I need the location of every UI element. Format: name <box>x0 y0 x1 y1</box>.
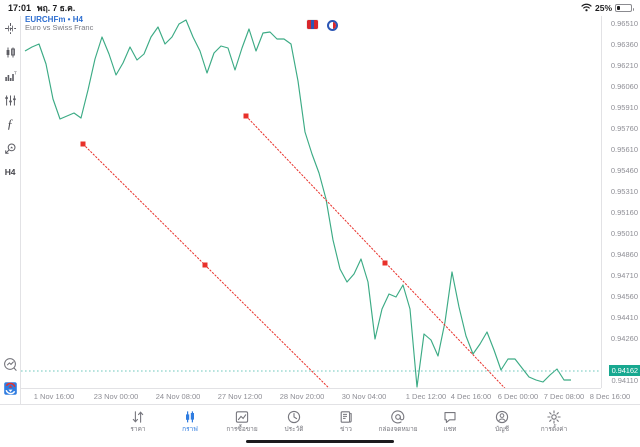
user-circle-icon <box>495 409 509 425</box>
tab-trade[interactable]: การซื้อขาย <box>216 409 268 434</box>
trade-chart-icon <box>235 409 249 425</box>
time-tick: 1 Nov 16:00 <box>33 392 75 401</box>
tab-settings[interactable]: การตั้งค่า <box>528 409 580 434</box>
price-axis[interactable]: 0.96510 0.96360 0.96210 0.96060 0.95910 … <box>601 16 640 388</box>
price-tick: 0.96060 <box>610 82 638 91</box>
arrows-updown-icon <box>131 409 145 425</box>
time-tick: 24 Nov 08:00 <box>155 392 201 401</box>
tab-quotes[interactable]: ราคา <box>112 409 164 434</box>
time-tick: 23 Nov 00:00 <box>93 392 139 401</box>
trendline-1-anchor-end[interactable] <box>202 262 208 268</box>
time-tick: 28 Nov 20:00 <box>279 392 325 401</box>
timeframe-button[interactable]: H4 <box>4 167 16 177</box>
time-tick: 30 Nov 04:00 <box>341 392 387 401</box>
clock-icon <box>287 409 301 425</box>
chart-canvas[interactable]: EURCHFm • H4 Euro vs Swiss Franc <box>21 16 601 388</box>
tab-trade-label: การซื้อขาย <box>226 426 258 433</box>
objects-icon[interactable] <box>0 136 21 160</box>
price-tick: 0.95310 <box>610 187 638 196</box>
tab-mailbox[interactable]: กล่องจดหมาย <box>372 409 424 434</box>
price-tick: 0.95610 <box>610 145 638 154</box>
time-tick: 27 Nov 12:00 <box>217 392 263 401</box>
tab-history-label: ประวัติ <box>284 426 304 433</box>
battery-icon <box>615 4 634 12</box>
tab-mailbox-label: กล่องจดหมาย <box>378 426 418 433</box>
price-tick: 0.96510 <box>610 19 638 28</box>
price-tick: 0.94710 <box>610 271 638 280</box>
time-tick: 7 Dec 08:00 <box>543 392 585 401</box>
sync-refresh-icon[interactable] <box>0 376 21 400</box>
tab-chat-label: แชท <box>443 426 457 433</box>
tab-charts[interactable]: กราฟ <box>164 409 216 434</box>
tab-chat[interactable]: แชท <box>424 409 476 434</box>
time-axis[interactable]: 1 Nov 16:00 23 Nov 00:00 24 Nov 08:00 27… <box>21 388 630 404</box>
status-right-cluster: 25% <box>581 3 634 14</box>
chart-badges <box>307 20 338 31</box>
session-circle-badge[interactable] <box>327 20 338 31</box>
price-tick: 0.95010 <box>610 229 638 238</box>
gear-icon <box>547 409 561 425</box>
price-tick: 0.94110 <box>611 376 638 385</box>
status-bar: 17:01 พฤ. 7 ธ.ค. 25% <box>0 0 640 16</box>
svg-text:T: T <box>14 70 17 75</box>
trendline-2[interactable] <box>245 115 517 388</box>
time-tick: 6 Dec 00:00 <box>497 392 539 401</box>
home-indicator[interactable] <box>246 439 394 443</box>
indicators-icon[interactable]: T <box>0 64 21 88</box>
tab-accounts[interactable]: บัญชี <box>476 409 528 434</box>
price-tick: 0.94260 <box>610 334 638 343</box>
trendline-2-anchor-end[interactable] <box>382 260 388 266</box>
candlestick-icon <box>183 409 197 425</box>
time-tick: 1 Dec 12:00 <box>405 392 447 401</box>
price-tick: 0.96360 <box>610 40 638 49</box>
trendline-2-anchor-start[interactable] <box>243 113 249 119</box>
tab-news-label: ข่าว <box>340 426 352 433</box>
price-tick: 0.94410 <box>610 313 638 322</box>
trendline-1[interactable] <box>82 143 351 388</box>
price-tick: 0.95910 <box>610 103 638 112</box>
tab-quotes-label: ราคา <box>130 426 146 433</box>
battery-percent-label: 25% <box>594 3 612 13</box>
tab-accounts-label: บัญชี <box>494 426 510 433</box>
price-line-series <box>24 19 571 388</box>
settings-sliders-icon[interactable] <box>0 88 21 112</box>
tab-history[interactable]: ประวัติ <box>268 409 320 434</box>
status-time: 17:01 <box>8 3 32 13</box>
status-date: พฤ. 7 ธ.ค. <box>37 3 76 13</box>
chat-bubble-icon <box>443 409 457 425</box>
candlestick-chart-icon[interactable] <box>0 40 21 64</box>
price-tick: 0.96210 <box>610 61 638 70</box>
trendline-1-anchor-start[interactable] <box>80 141 86 147</box>
price-tick: 0.95460 <box>610 166 638 175</box>
time-tick: 8 Dec 16:00 <box>589 392 631 401</box>
current-price-tag: 0.94162 <box>608 365 640 376</box>
left-toolbar: T ƒ H4 <box>0 16 21 404</box>
flag-badge[interactable] <box>307 20 318 29</box>
price-line-chart <box>21 19 601 388</box>
time-tick: 4 Dec 16:00 <box>450 392 492 401</box>
zoom-out-icon[interactable] <box>0 352 21 376</box>
wifi-icon <box>581 3 592 14</box>
tab-charts-label: กราฟ <box>182 426 198 433</box>
tab-news[interactable]: ข่าว <box>320 409 372 434</box>
function-icon[interactable]: ƒ <box>6 116 14 131</box>
price-tick: 0.95760 <box>610 124 638 133</box>
news-page-icon <box>339 409 353 425</box>
tab-settings-label: การตั้งค่า <box>540 426 568 433</box>
price-tick: 0.95160 <box>610 208 638 217</box>
price-tick: 0.94560 <box>610 292 638 301</box>
at-sign-icon <box>391 409 405 425</box>
crosshair-icon[interactable] <box>0 16 21 40</box>
price-tick: 0.94860 <box>610 250 638 259</box>
